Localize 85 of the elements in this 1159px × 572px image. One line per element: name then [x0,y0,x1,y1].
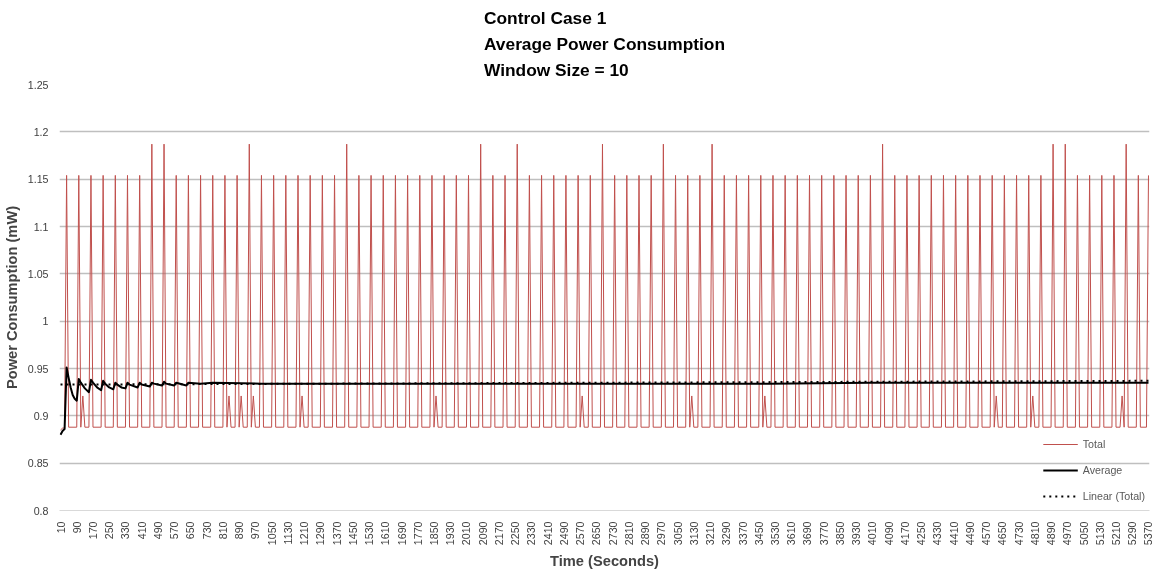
x-tick-label: 3530 [769,521,781,546]
y-tick-label: 0.8 [33,504,49,517]
y-tick-label: 1.15 [27,173,49,186]
x-tick-label: 810 [216,521,229,540]
y-tick-label: 1.25 [27,78,49,91]
y-tick-label: 1.1 [33,220,49,233]
x-tick-label: 3610 [785,521,798,546]
x-tick-label: 970 [249,521,262,540]
x-tick-label: 4570 [980,521,993,546]
x-tick-label: 3210 [704,521,717,546]
x-tick-label: 650 [184,521,197,540]
x-tick-label: 4170 [898,521,911,546]
x-tick-label: 4330 [931,521,944,546]
x-tick-label: 730 [200,521,213,540]
x-tick-label: 4650 [996,521,1009,546]
x-tick-label: 4410 [947,521,960,546]
x-tick-label: 3050 [671,521,684,546]
x-tick-label: 5290 [1126,521,1139,546]
x-tick-label: 3690 [801,521,814,546]
x-tick-label: 1930 [444,521,457,546]
x-tick-label: 4010 [866,521,879,546]
x-tick-label: 2890 [639,521,652,546]
x-tick-label: 250 [103,521,116,540]
x-tick-label: 2010 [460,521,473,546]
x-tick-label: 2330 [525,521,538,546]
y-tick-label: 0.9 [33,409,49,422]
x-tick-label: 1290 [314,521,327,546]
x-tick-label: 2730 [606,521,619,546]
x-tick-label: 4250 [915,521,928,546]
x-tick-label: 10 [54,521,67,534]
x-tick-label: 570 [168,521,181,540]
legend-label: Average [1082,464,1123,476]
x-tick-label: 5210 [1110,521,1123,546]
x-tick-label: 2250 [509,521,522,546]
x-tick-label: 3290 [720,521,733,546]
x-tick-label: 3370 [736,521,749,546]
y-tick-label: 0.95 [27,362,49,375]
x-tick-label: 890 [233,521,246,540]
x-tick-label: 330 [119,521,132,540]
x-tick-label: 5370 [1142,521,1155,546]
x-tick-label: 4890 [1045,521,1058,546]
x-tick-label: 1370 [330,521,343,546]
x-tick-label: 1130 [281,521,294,545]
x-tick-label: 1850 [428,521,440,546]
x-tick-label: 4970 [1061,521,1074,546]
legend-label: Linear (Total) [1082,490,1145,502]
x-tick-label: 2170 [492,521,505,546]
x-tick-label: 1770 [411,521,424,546]
x-tick-label: 2970 [655,521,668,546]
x-tick-label: 4810 [1028,521,1041,546]
y-tick-label: 1 [42,315,49,328]
x-tick-label: 2490 [557,521,570,546]
x-tick-label: 3130 [687,521,700,546]
line-series [60,143,1149,431]
x-tick-label: 4090 [882,521,895,546]
x-tick-label: 3930 [850,521,863,546]
x-tick-label: 1690 [395,521,408,546]
x-tick-label: 3770 [817,521,830,546]
x-tick-label: 2090 [476,521,489,546]
x-tick-label: 1530 [363,521,376,546]
x-tick-label: 3850 [833,521,846,546]
x-tick-label: 2570 [574,521,587,546]
x-tick-label: 1450 [346,521,359,546]
y-tick-label: 0.85 [27,457,49,470]
x-tick-label: 5130 [1093,521,1106,546]
y-tick-label: 1.2 [33,125,49,138]
x-axis-title: Time (Seconds) [550,553,660,570]
x-tick-label: 410 [135,521,148,540]
x-tick-label: 90 [70,521,83,534]
x-tick-label: 170 [86,521,99,540]
x-tick-label: 5050 [1077,521,1090,546]
y-tick-label: 1.05 [27,267,49,280]
x-tick-label: 2810 [622,521,635,546]
chart-title: Control Case 1 Average Power Consumption Window Size = 10 [483,7,726,80]
legend-label: Total [1082,438,1106,450]
x-tick-label: 2410 [541,521,554,546]
x-tick-label: 490 [151,521,164,540]
x-tick-label: 4490 [963,521,976,546]
x-tick-label: 3450 [752,521,765,546]
y-axis-title: Power Consumption (mW) [3,205,20,390]
x-tick-label: 1610 [379,521,392,546]
x-tick-label: 2650 [590,521,603,546]
x-tick-label: 4730 [1012,521,1025,546]
x-tick-label: 1050 [265,521,278,546]
x-tick-label: 1210 [298,521,311,546]
